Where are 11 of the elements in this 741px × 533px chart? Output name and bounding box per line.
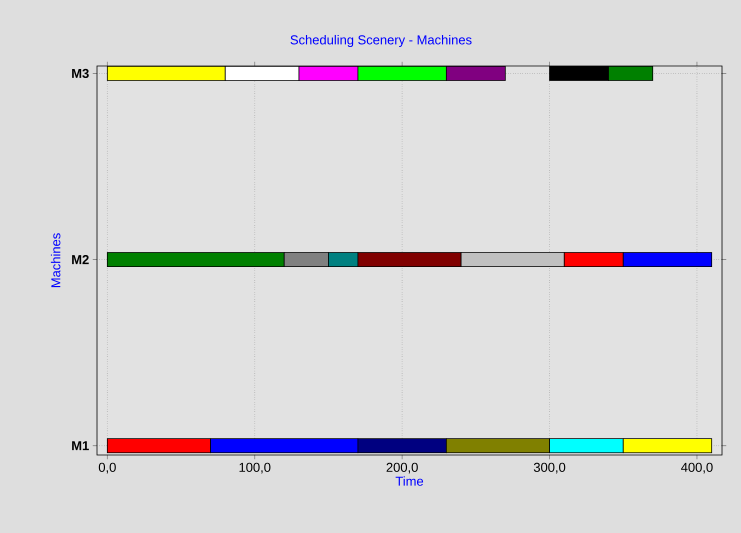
y-tick-label: M2 bbox=[72, 255, 89, 264]
y-tick-label: M3 bbox=[72, 68, 89, 78]
y-tick-label: M1 bbox=[72, 441, 89, 450]
y-axis-title: Machines bbox=[50, 233, 60, 288]
x-tick-label: 300,0 bbox=[534, 462, 566, 474]
chart-title: Scheduling Scenery - Machines bbox=[290, 34, 472, 48]
x-tick-label: 400,0 bbox=[681, 462, 713, 474]
x-tick-label: 0,0 bbox=[98, 462, 116, 474]
x-tick-label: 200,0 bbox=[386, 462, 418, 474]
x-tick-label: 100,0 bbox=[240, 462, 270, 474]
x-axis-title: Time bbox=[396, 476, 424, 486]
